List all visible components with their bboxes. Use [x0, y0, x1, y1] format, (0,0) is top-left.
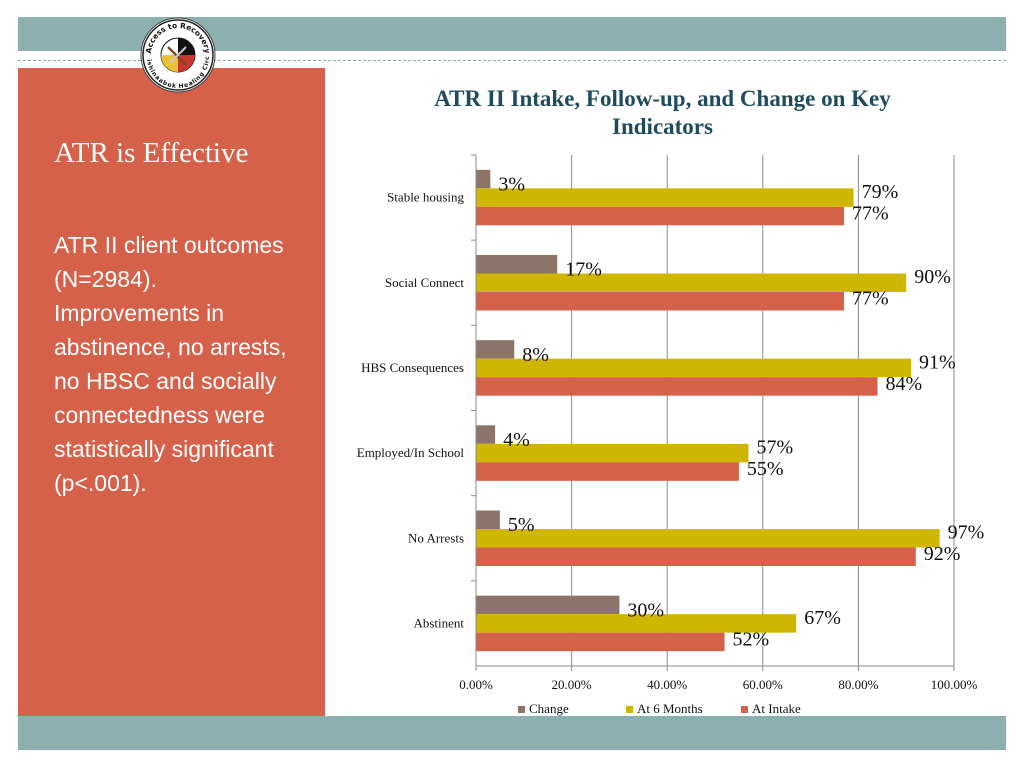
legend: Change At 6 Months At Intake: [518, 701, 801, 716]
bar: [476, 188, 854, 207]
data-labels: 3% 79%77%17% 90%77%8% 91%84%4% 57%55%5% 97%92…: [498, 173, 984, 650]
slide-heading: ATR is Effective: [54, 137, 249, 169]
data-label: 97%: [948, 522, 985, 544]
x-tick-label: 100.00%: [931, 677, 978, 692]
data-label: 17%: [565, 259, 602, 281]
atr-logo: Access to Recovery Anishinaabek Healing …: [140, 17, 216, 93]
data-label: 30%: [627, 599, 664, 621]
data-label: 91%: [919, 351, 956, 373]
legend-swatch: [518, 706, 525, 713]
x-tick-label: 40.00%: [647, 677, 687, 692]
legend-swatch: [741, 706, 748, 713]
data-label: 67%: [804, 607, 841, 629]
data-label: 4%: [503, 429, 530, 451]
legend-label: Change: [529, 701, 569, 716]
category-label: Employed/In School: [357, 445, 465, 460]
bar: [476, 547, 916, 566]
bar: [476, 595, 620, 615]
data-label: 77%: [852, 288, 889, 310]
data-label: 57%: [756, 436, 793, 458]
bar: [476, 273, 907, 292]
x-tick-label: 20.00%: [552, 677, 592, 692]
legend-swatch: [626, 706, 633, 713]
bar: [476, 340, 515, 359]
data-label: 5%: [508, 514, 535, 536]
gridlines: [475, 155, 955, 666]
bar: [476, 443, 749, 463]
data-label: 84%: [886, 373, 923, 395]
bar: [476, 462, 739, 481]
legend-label: At 6 Months: [637, 701, 703, 716]
bar: [476, 358, 911, 378]
bar: [476, 206, 845, 226]
x-tick-label: 80.00%: [838, 677, 878, 692]
category-label: Social Connect: [385, 275, 464, 290]
chart-title: ATR II Intake, Follow-up, and Change on …: [434, 86, 891, 139]
bar: [476, 292, 845, 311]
data-label: 3%: [498, 173, 525, 195]
data-label: 90%: [914, 266, 951, 288]
axes: 0.00% 20.00% 40.00% 60.00% 80.00% 100.00% Stab…: [357, 154, 978, 692]
legend-label: At Intake: [752, 701, 801, 716]
bar: [476, 255, 558, 274]
data-label: 92%: [924, 543, 961, 565]
category-label: Abstinent: [413, 615, 464, 630]
x-tick-label: 60.00%: [743, 677, 783, 692]
bar: [476, 614, 797, 633]
bar: [476, 425, 496, 444]
data-label: 8%: [522, 344, 549, 366]
slide-body-text: ATR II client outcomes (N=2984). Improve…: [54, 232, 287, 496]
category-label: HBS Consequences: [361, 360, 464, 375]
bar: [476, 632, 725, 652]
data-label: 55%: [747, 458, 784, 480]
side-panel: [18, 68, 325, 716]
bar: [476, 510, 500, 529]
data-label: 79%: [862, 181, 899, 203]
bar: [476, 377, 878, 396]
bar-chart: 3% 79%77%17% 90%77%8% 91%84%4% 57%55%5% 97%92…: [357, 154, 984, 716]
bottom-band: [18, 716, 1006, 750]
x-tick-label: 0.00%: [459, 677, 493, 692]
category-label: No Arrests: [408, 530, 464, 545]
category-label: Stable housing: [387, 190, 464, 205]
data-label: 52%: [733, 628, 770, 650]
bar: [476, 529, 940, 548]
header-divider: [18, 60, 1006, 61]
bar: [476, 169, 491, 189]
data-label: 77%: [852, 202, 889, 224]
bars: [476, 169, 940, 652]
